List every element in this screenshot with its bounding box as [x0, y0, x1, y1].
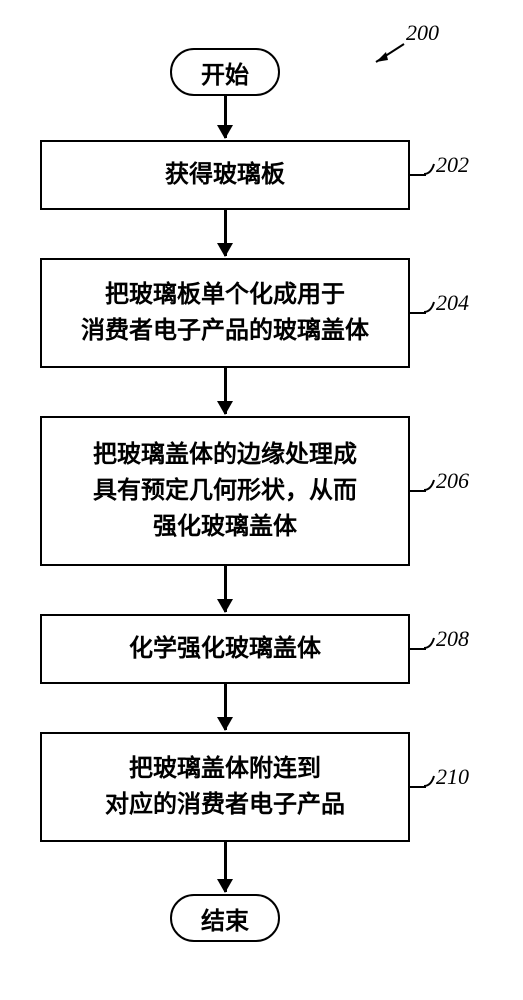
process-step: 把玻璃盖体的边缘处理成 具有预定几何形状，从而 强化玻璃盖体 — [40, 416, 410, 566]
arrow — [224, 566, 227, 612]
process-text: 把玻璃盖体附连到 对应的消费者电子产品 — [105, 751, 345, 823]
arrow — [224, 684, 227, 730]
process-text: 把玻璃盖体的边缘处理成 具有预定几何形状，从而 强化玻璃盖体 — [93, 437, 357, 545]
process-step: 把玻璃板单个化成用于 消费者电子产品的玻璃盖体 — [40, 258, 410, 368]
terminator-start: 开始 — [170, 48, 280, 96]
terminator-end-label: 结束 — [201, 901, 249, 936]
arrow — [224, 842, 227, 892]
process-text: 化学强化玻璃盖体 — [129, 631, 321, 667]
process-step: 把玻璃盖体附连到 对应的消费者电子产品 — [40, 732, 410, 842]
process-text: 把玻璃板单个化成用于 消费者电子产品的玻璃盖体 — [81, 277, 369, 349]
ref-label: 204 — [436, 290, 469, 316]
arrow — [224, 368, 227, 414]
process-step: 化学强化玻璃盖体 — [40, 614, 410, 684]
arrow — [224, 96, 227, 138]
ref-label: 206 — [436, 468, 469, 494]
process-step: 获得玻璃板 — [40, 140, 410, 210]
terminator-end: 结束 — [170, 894, 280, 942]
ref-label: 202 — [436, 152, 469, 178]
flowchart-container: 200 开始 获得玻璃板 202 把玻璃板单个化成用于 消费者电子产品的玻璃盖体… — [0, 0, 523, 1000]
figure-lead-arrow — [370, 40, 410, 70]
ref-label: 210 — [436, 764, 469, 790]
ref-label: 208 — [436, 626, 469, 652]
figure-label: 200 — [406, 20, 439, 46]
arrow — [224, 210, 227, 256]
process-text: 获得玻璃板 — [165, 157, 285, 193]
terminator-start-label: 开始 — [201, 55, 249, 90]
